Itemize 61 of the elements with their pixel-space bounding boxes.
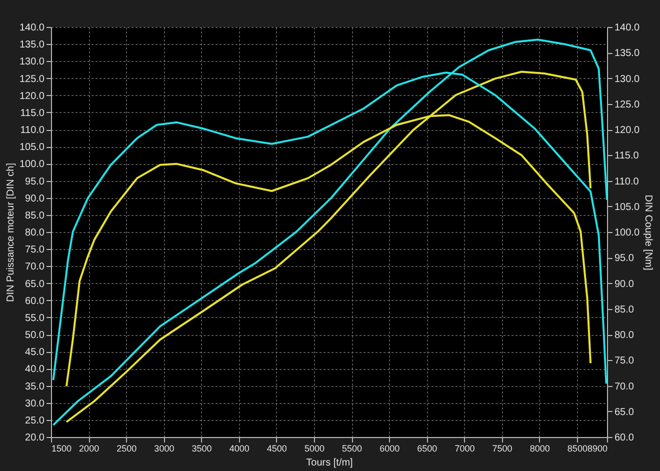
y-tick-label: 80.0 (25, 228, 45, 238)
y-tick-label: 110.0 (20, 125, 45, 136)
y-tick-label: 100.0 (19, 159, 45, 170)
y-tick-label: 25.0 (25, 415, 45, 426)
x-tick-label: 3500 (192, 444, 212, 454)
y-tick-label: 65.0 (25, 278, 45, 290)
y2-tick-label: 80.0 (614, 330, 634, 341)
x-tick-label: 8900 (587, 444, 608, 454)
y-tick-label: 135.0 (19, 40, 45, 51)
y2-tick-label: 75.0 (614, 356, 634, 367)
y2-tick-label: 65.0 (614, 406, 634, 418)
y-tick-label: 130.0 (19, 56, 45, 68)
x-tick-label: 3000 (154, 444, 174, 454)
x-tick-label: 7500 (492, 444, 512, 454)
x-tick-label: 2500 (116, 444, 137, 454)
y2-tick-label: 70.0 (614, 381, 634, 392)
y-tick-label: 75.0 (25, 244, 45, 256)
y2-tick-label: 140.0 (614, 22, 640, 34)
y-tick-label: 95.0 (25, 176, 45, 188)
y-tick-label: 50.0 (25, 330, 45, 341)
y-tick-label: 90.0 (25, 193, 45, 204)
y-tick-label: 30.0 (25, 398, 45, 410)
y2-tick-label: 125.0 (614, 99, 640, 110)
y-tick-label: 105.0 (19, 142, 45, 154)
y2-axis-title: DIN Couple [Nm] (642, 194, 654, 271)
y2-tick-label: 115.0 (614, 150, 640, 162)
y-tick-label: 125.0 (19, 74, 45, 85)
y2-tick-label: 130.0 (614, 74, 640, 85)
y2-tick-label: 60.0 (614, 432, 634, 444)
y2-tick-label: 135.0 (614, 48, 640, 60)
y-tick-label: 45.0 (25, 347, 45, 358)
x-tick-label: 6000 (380, 444, 400, 454)
y-tick-label: 120.0 (19, 90, 45, 102)
x-tick-label: 5500 (342, 444, 362, 454)
y-tick-label: 35.0 (25, 381, 45, 392)
x-tick-label: 8500 (567, 444, 588, 454)
y2-tick-label: 100.0 (614, 228, 640, 238)
y-axis-title: DIN Puissance moteur [DIN ch] (5, 162, 16, 302)
x-tick-label: 5000 (304, 444, 324, 454)
x-tick-label: 4500 (266, 444, 287, 454)
x-tick-label: 8000 (530, 444, 550, 454)
y-tick-label: 20.0 (25, 432, 45, 444)
x-tick-label: 6500 (417, 444, 438, 454)
y2-tick-label: 90.0 (614, 278, 634, 290)
y2-tick-label: 110.0 (614, 176, 640, 188)
y-tick-label: 85.0 (25, 210, 45, 222)
y2-tick-label: 120.0 (614, 125, 640, 136)
y2-tick-label: 105.0 (614, 202, 640, 213)
x-tick-label: 1500 (52, 444, 72, 454)
x-tick-label: 7000 (454, 444, 475, 454)
x-tick-label: 2000 (79, 444, 100, 454)
y-tick-label: 55.0 (25, 312, 45, 324)
y-tick-label: 60.0 (25, 296, 45, 307)
y2-tick-label: 95.0 (614, 253, 634, 264)
y-tick-label: 115.0 (20, 108, 45, 119)
y-tick-label: 40.0 (25, 364, 45, 376)
y-tick-label: 140.0 (19, 22, 45, 34)
x-tick-label: 4000 (229, 444, 250, 454)
x-axis-title: Tours [t/m] (306, 458, 354, 468)
y2-tick-label: 85.0 (614, 304, 634, 316)
y-tick-label: 70.0 (25, 262, 45, 273)
